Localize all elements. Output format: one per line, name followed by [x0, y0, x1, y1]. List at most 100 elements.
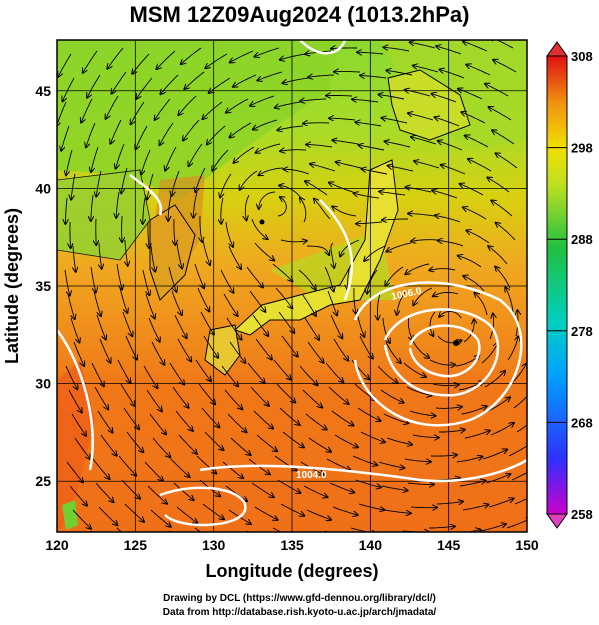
wind-streamline [364, 245, 386, 261]
wind-streamline [155, 98, 171, 120]
wind-streamline [229, 341, 245, 363]
colorbar-tick-label: 288 [571, 232, 593, 247]
wind-streamline [175, 410, 193, 431]
wind-streamline [251, 218, 268, 239]
colorbar-bottom-arrow [546, 513, 568, 529]
wind-streamline [407, 483, 434, 485]
wind-streamline [174, 218, 175, 245]
wind-streamline [377, 293, 380, 320]
wind-streamline [228, 245, 241, 269]
wind-streamline [152, 437, 170, 457]
wind-streamline [355, 479, 381, 487]
wind-streamline [302, 389, 322, 408]
wind-streamline [94, 386, 108, 409]
wind-streamline [350, 527, 376, 532]
wind-streamline [430, 455, 457, 456]
wind-streamline [410, 507, 437, 508]
wind-streamline [490, 40, 514, 49]
wind-streamline [174, 314, 187, 338]
wind-streamline [116, 263, 122, 290]
wind-streamline [356, 222, 383, 224]
wind-streamline [189, 143, 203, 166]
wind-streamline [387, 242, 412, 252]
wind-streamline [221, 365, 238, 386]
y-tick-label: 45 [35, 83, 51, 99]
wind-streamline [513, 395, 527, 409]
wind-streamline [272, 263, 292, 281]
wind-streamline [118, 455, 136, 476]
wind-streamline [120, 383, 135, 406]
wind-streamline [65, 365, 77, 389]
x-tick-label: 120 [45, 537, 69, 553]
wind-streamline [136, 125, 148, 149]
x-tick-label: 130 [202, 537, 226, 553]
wind-streamline [149, 413, 166, 434]
colorbar-tick-label: 258 [571, 507, 593, 522]
wind-streamline [308, 75, 335, 77]
wind-streamline [255, 338, 272, 360]
wind-streamline [246, 530, 250, 532]
wind-streamline [506, 518, 527, 529]
wind-streamline [254, 242, 274, 261]
wind-streamline [233, 74, 257, 87]
wind-streamline [362, 169, 388, 175]
wind-streamline [413, 66, 439, 73]
wind-streamline [172, 386, 189, 408]
wind-streamline [305, 413, 327, 430]
wind-streamline [461, 112, 486, 124]
wind-streamline [96, 314, 106, 340]
wind-streamline [325, 362, 343, 382]
wind-streamline [329, 183, 354, 193]
wind-streamline [125, 335, 137, 360]
wind-streamline [74, 437, 90, 459]
wind-streamline [510, 363, 527, 385]
wind-streamline [275, 101, 301, 108]
wind-streamline [249, 290, 265, 312]
wind-streamline [96, 170, 102, 197]
wind-streamline [147, 173, 154, 199]
wind-streamline [194, 527, 202, 532]
wind-streamline [495, 267, 511, 289]
wind-streamline [336, 162, 362, 169]
wind-streamline [257, 71, 283, 81]
wind-streamline [355, 122, 382, 127]
wind-streamline [459, 481, 485, 487]
y-tick-label: 30 [35, 376, 51, 392]
wind-streamline [70, 317, 79, 343]
wind-streamline [119, 287, 127, 313]
wind-streamline [73, 341, 84, 366]
colorbar-tick-label: 278 [571, 324, 593, 339]
wind-streamline [122, 311, 132, 336]
wind-streamline [156, 50, 176, 69]
wind-streamline [100, 434, 117, 456]
wind-streamline [121, 167, 128, 193]
wind-streamline [280, 240, 307, 242]
wind-streamline [496, 223, 516, 241]
wind-streamline [385, 341, 401, 363]
wind-streamline [277, 479, 301, 493]
wind-streamline [193, 191, 198, 218]
wind-streamline [382, 317, 390, 343]
wind-streamline [382, 118, 408, 124]
wind-streamline [507, 336, 518, 361]
wind-streamline [378, 95, 405, 100]
wind-streamline [61, 125, 70, 151]
y-axis: 25 30 35 40 45 [35, 83, 51, 489]
wind-streamline [176, 242, 182, 269]
wind-streamline [306, 509, 331, 520]
wind-streamline [123, 407, 139, 429]
wind-streamline [112, 71, 127, 94]
wind-streamline [332, 140, 359, 145]
wind-streamline [377, 365, 398, 383]
wind-streamline [435, 117, 460, 127]
wind-streamline [334, 434, 358, 447]
wind-streamline [251, 482, 274, 497]
wind-streamline [66, 461, 83, 482]
wind-streamline [150, 245, 155, 272]
wind-streamline [438, 141, 463, 151]
wind-streamline [147, 485, 167, 504]
wind-streamline [146, 389, 162, 411]
colorbar-tick-label: 268 [571, 415, 593, 430]
wind-streamline [485, 474, 510, 484]
wind-streamline [505, 287, 514, 313]
